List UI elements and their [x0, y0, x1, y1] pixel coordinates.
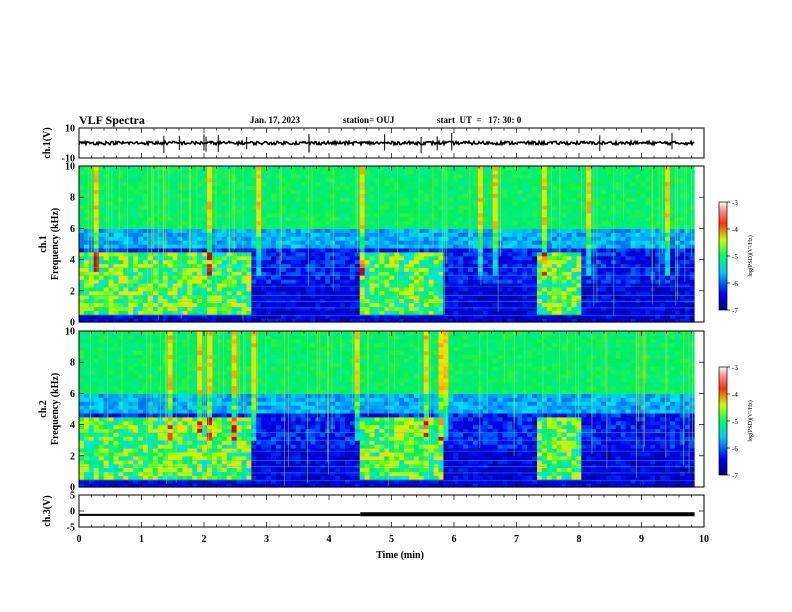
- x-tick-label: 8: [577, 534, 582, 545]
- spectrogram-ch1: [79, 166, 704, 323]
- ch1-freq-tick-label: 4: [70, 255, 75, 266]
- x-tick-label: 6: [452, 534, 457, 545]
- ch3-level-series: [79, 512, 695, 517]
- colorbar-label: log(PSD)(V²/Hz): [747, 235, 754, 276]
- ch2-channel-label: ch.2: [38, 400, 49, 418]
- x-tick-label: 2: [202, 534, 207, 545]
- x-tick-label: 3: [264, 534, 269, 545]
- ch1-freq-tick-label: 2: [70, 286, 75, 297]
- station-label: station= OUJ: [343, 115, 395, 125]
- ch3-y-tick-label: 0: [70, 507, 75, 518]
- ch2-freq-tick-label: 10: [65, 327, 75, 338]
- ch1-freq-tick-label: 6: [70, 224, 75, 235]
- x-tick-label: 5: [389, 534, 394, 545]
- colorbar-tick-label: -4: [732, 226, 738, 234]
- ch2-freq-tick-label: 0: [70, 483, 75, 494]
- ch3-y-tick-label: -5: [67, 523, 75, 534]
- colorbar-ch1: [718, 201, 728, 311]
- x-tick-label: 7: [514, 534, 519, 545]
- colorbar-label: log(PSD)(V²/Hz): [747, 400, 754, 441]
- ch2-freq-tick-label: 8: [70, 358, 75, 369]
- ch1-frequency-axis-label: Frequency (kHz): [50, 208, 61, 280]
- spectrogram-ch2: [79, 331, 704, 488]
- colorbar-ch2: [718, 366, 728, 476]
- ch1-channel-label: ch.1: [38, 235, 49, 253]
- waveform-ch1: [78, 132, 695, 154]
- ch2-freq-tick-label: 2: [70, 451, 75, 462]
- x-tick-label: 9: [639, 534, 644, 545]
- ch3-axis-label: ch.3(V): [42, 495, 53, 526]
- x-tick-label: 4: [327, 534, 332, 545]
- ch2-freq-tick-label: 4: [70, 420, 75, 431]
- ch2-frequency-axis-label: Frequency (kHz): [50, 373, 61, 445]
- ch1-y-tick-label: 10: [65, 124, 75, 135]
- colorbar-tick-label: -5: [732, 253, 738, 261]
- chart-title: VLF Spectra: [79, 113, 145, 127]
- colorbar-tick-label: -3: [732, 199, 738, 207]
- colorbar-tick-label: -7: [732, 472, 738, 480]
- colorbar-tick-label: -5: [732, 418, 738, 426]
- colorbar-tick-label: -3: [732, 364, 738, 372]
- x-tick-label: 0: [77, 534, 82, 545]
- start-time-label: start UT = 17: 30: 0: [437, 115, 522, 125]
- ch1-waveform-axis-label: ch.1(V): [42, 127, 53, 158]
- x-axis-label: Time (min): [376, 550, 424, 561]
- colorbar-tick-label: -6: [732, 280, 738, 288]
- ch3-y-tick-label: 5: [70, 491, 75, 502]
- ch1-freq-tick-label: 8: [70, 193, 75, 204]
- colorbar-tick-label: -7: [732, 307, 738, 315]
- ch1-freq-tick-label: 10: [65, 162, 75, 173]
- colorbar-tick-label: -6: [732, 445, 738, 453]
- ch1-freq-tick-label: 0: [70, 318, 75, 329]
- x-tick-label: 1: [139, 534, 144, 545]
- date-label: Jan. 17, 2023: [250, 115, 301, 125]
- x-tick-label: 10: [699, 534, 709, 545]
- colorbar-tick-label: -4: [732, 391, 738, 399]
- ch1-y-tick-label: -10: [62, 154, 75, 165]
- ch2-freq-tick-label: 6: [70, 389, 75, 400]
